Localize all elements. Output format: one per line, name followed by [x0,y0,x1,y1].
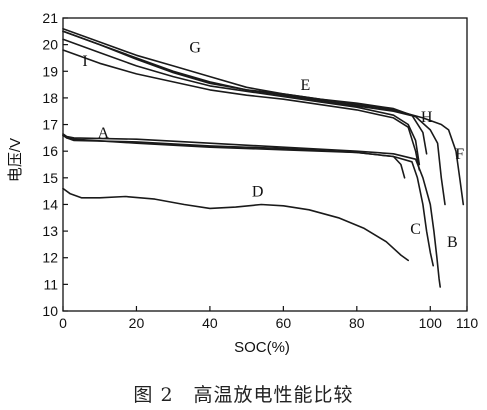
y-tick-label: 17 [42,117,58,133]
y-tick-label: 20 [42,37,58,53]
series-label-b: B [447,234,458,251]
y-tick-label: 21 [42,10,58,26]
series-line-d [62,187,409,262]
series-labels: A B C D E F G H I [82,40,464,251]
series-line-e [62,38,421,166]
y-tick-label: 13 [42,223,58,239]
series-label-a: A [98,125,110,142]
series-layer [62,27,465,288]
x-tick-label: 40 [202,315,218,331]
series-label-e: E [301,77,311,94]
x-tick-label: 100 [419,315,443,331]
y-tick-label: 11 [43,276,58,292]
y-tick-label: 10 [42,303,58,319]
series-label-d: D [252,183,264,200]
y-tick-label: 14 [42,196,58,212]
series-line-c [62,134,434,267]
axes: 0 20 40 60 80 100 110 10 11 12 13 14 15 16 17 18 19 20 21 [42,10,478,331]
series-label-g: G [189,40,201,57]
x-tick-label: 20 [129,315,145,331]
x-axis-label: SOC(%) [234,339,290,356]
series-line-f [62,30,446,206]
series-label-c: C [410,221,421,238]
y-tick-label: 12 [42,250,58,266]
series-line-h [62,30,465,206]
y-tick-label: 18 [42,90,58,106]
y-tick-label: 15 [42,170,58,186]
x-tick-label: 80 [349,315,365,331]
y-tick-label: 16 [42,143,58,159]
series-label-i: I [82,53,87,70]
plot-frame [62,17,468,312]
series-line-b [62,133,441,288]
x-tick-label: 110 [456,315,479,331]
y-tick-label: 19 [42,63,58,79]
series-line-i [62,49,421,171]
x-tick-label: 0 [59,315,67,331]
x-tick-label: 60 [276,315,292,331]
series-label-f: F [455,146,464,163]
series-label-h: H [421,109,433,126]
y-axis-label: 电压/V [7,138,24,182]
figure-caption: 图 2 高温放电性能比较 [133,384,354,406]
